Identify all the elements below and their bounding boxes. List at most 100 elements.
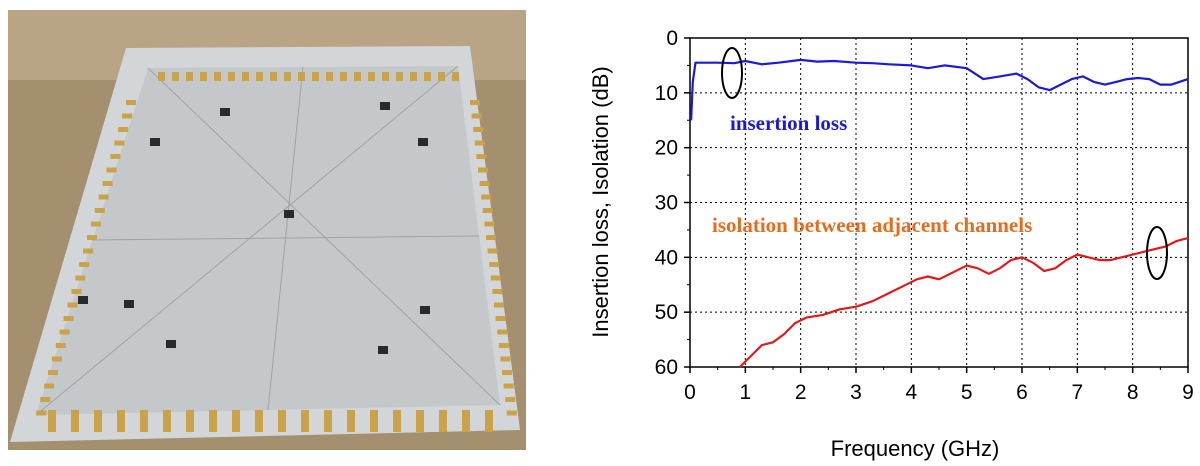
connector xyxy=(500,356,511,362)
connector xyxy=(200,72,207,81)
x-tick-label: 7 xyxy=(1071,381,1083,404)
y-tick-label: 60 xyxy=(655,356,678,379)
connector xyxy=(94,410,102,432)
connector xyxy=(255,410,263,432)
connector xyxy=(118,127,129,132)
chip xyxy=(220,108,230,116)
y-tick-label: 40 xyxy=(655,246,678,269)
insertion-loss-ellipse xyxy=(721,47,743,99)
y-tick-label: 30 xyxy=(655,192,678,215)
series-layer xyxy=(690,58,1189,368)
connector xyxy=(126,100,136,105)
chart: 0 1 2 3 4 5 6 7 8 9 0 10 20 30 40 50 60 insertion loss i… xyxy=(588,27,1194,461)
connector xyxy=(326,72,333,81)
device-photo xyxy=(8,10,526,450)
connector xyxy=(140,410,148,432)
connector xyxy=(439,410,447,432)
connector xyxy=(67,302,78,308)
connector xyxy=(298,72,305,81)
connector xyxy=(63,316,74,321)
connector xyxy=(51,356,62,362)
y-axis-title: Insertion loss, Isolation (dB) xyxy=(588,66,613,337)
connector xyxy=(492,289,503,294)
x-tick-label: 0 xyxy=(684,381,696,404)
insertion-loss-line xyxy=(690,58,1189,121)
connector xyxy=(71,289,82,294)
connector xyxy=(40,397,51,402)
x-tick-label: 3 xyxy=(850,381,862,404)
connector xyxy=(71,410,79,432)
connector xyxy=(90,221,101,227)
connector xyxy=(172,72,179,81)
x-tick-label: 6 xyxy=(1016,381,1028,404)
connector xyxy=(186,410,194,432)
connector xyxy=(487,248,498,254)
connector xyxy=(186,72,193,81)
connector xyxy=(494,302,504,308)
connector xyxy=(48,410,56,432)
ticks: 0 1 2 3 4 5 6 7 8 9 0 10 20 30 40 50 60 xyxy=(655,27,1194,404)
connector xyxy=(278,410,286,432)
board-traces xyxy=(35,65,501,416)
connector xyxy=(505,397,516,402)
isolation-line xyxy=(739,237,1189,368)
y-tick-label: 0 xyxy=(666,27,678,50)
chip xyxy=(124,300,134,308)
connector xyxy=(382,72,389,81)
connector xyxy=(489,262,500,267)
connector xyxy=(471,113,482,119)
connector xyxy=(55,343,66,348)
connector xyxy=(502,370,512,375)
y-tick-label: 20 xyxy=(655,137,678,160)
chip xyxy=(380,102,390,110)
connector xyxy=(114,140,125,146)
connector xyxy=(452,72,459,81)
connector xyxy=(270,72,277,81)
connector xyxy=(117,410,125,432)
connector xyxy=(48,370,58,375)
chip xyxy=(78,296,88,304)
chip xyxy=(166,340,176,348)
connector xyxy=(416,410,424,432)
connector xyxy=(232,410,240,432)
connector xyxy=(158,72,165,81)
connector xyxy=(301,410,309,432)
connector xyxy=(122,113,133,119)
connector xyxy=(256,72,263,81)
connector xyxy=(476,154,487,159)
x-tick-label: 1 xyxy=(739,381,751,404)
annotation-ellipses xyxy=(721,47,1168,280)
connector xyxy=(462,410,470,432)
chip xyxy=(420,306,430,314)
x-tick-label: 8 xyxy=(1127,381,1139,404)
connector xyxy=(98,194,109,200)
connector xyxy=(59,329,70,335)
connector xyxy=(106,167,117,173)
connector xyxy=(87,235,97,240)
circuit-board xyxy=(36,66,500,415)
connector xyxy=(312,72,319,81)
connector xyxy=(347,410,355,432)
connector xyxy=(393,410,401,432)
connector xyxy=(424,72,431,81)
connector xyxy=(102,181,113,186)
x-tick-label: 4 xyxy=(905,381,917,404)
chip xyxy=(418,138,428,146)
connector xyxy=(481,194,492,200)
connector xyxy=(482,208,493,213)
connector xyxy=(242,72,249,81)
chip xyxy=(284,210,294,218)
connector xyxy=(495,316,506,321)
x-tick-label: 2 xyxy=(795,381,807,404)
plot-frame xyxy=(689,37,1189,368)
connector xyxy=(110,154,121,159)
connector xyxy=(479,181,490,186)
sma-connectors xyxy=(36,72,517,432)
y-tick-label: 10 xyxy=(655,82,678,105)
connector xyxy=(228,72,235,81)
insertion-loss-label: insertion loss xyxy=(730,111,847,135)
connector xyxy=(354,72,361,81)
connector xyxy=(94,208,105,213)
x-tick-label: 5 xyxy=(961,381,973,404)
x-axis-title: Frequency (GHz) xyxy=(831,436,1000,461)
